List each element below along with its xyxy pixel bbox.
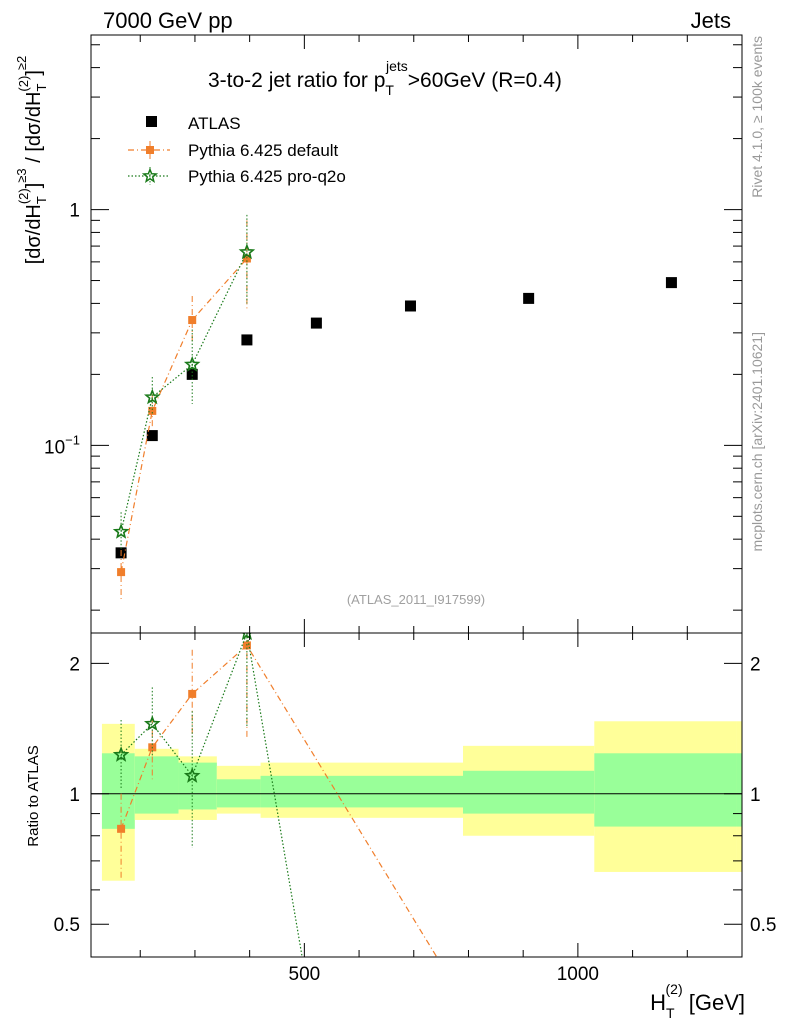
chart-title: 3-to-2 jet ratio for pTjets>60GeV (R=0.4… — [208, 58, 562, 98]
atlas-point-1 — [146, 430, 158, 442]
point-default-0 — [117, 568, 126, 577]
legend-item-default: Pythia 6.425 default — [128, 141, 339, 160]
point-default-3 — [242, 254, 251, 263]
title-sub: T — [385, 82, 394, 98]
point-default-1 — [148, 406, 157, 415]
point-pro-3 — [238, 243, 256, 260]
title-main: 3-to-2 jet ratio for p — [208, 69, 385, 92]
x-tick-label: 500 — [289, 964, 321, 985]
band-inner-4 — [260, 775, 463, 808]
atlas-point-7 — [665, 277, 677, 289]
uncertainty-bands — [91, 721, 742, 881]
band-inner-5 — [463, 770, 595, 814]
band-inner-7 — [736, 753, 742, 827]
ratio-point-default-2 — [188, 689, 197, 698]
point-pro-2 — [183, 355, 201, 372]
header-right: Jets — [691, 8, 731, 33]
x-tick-label: 1000 — [557, 964, 599, 985]
point-pro-0 — [112, 523, 130, 539]
y-tick-label: 10−1 — [44, 432, 80, 458]
legend: ATLAS Pythia 6.425 default Pythia 6.425 … — [128, 114, 346, 186]
series-line-pro — [120, 251, 248, 532]
legend-item-pro: Pythia 6.425 pro-q2o — [128, 167, 346, 186]
ratio-plot-frame — [90, 632, 743, 958]
y-tick-label: 1 — [69, 201, 80, 222]
side-text-rivet: Rivet 4.1.0, ≥ 100k events — [749, 36, 765, 198]
header-left: 7000 GeV pp — [103, 8, 233, 33]
legend-label-atlas: ATLAS — [188, 114, 241, 133]
point-default-2 — [188, 316, 197, 325]
band-inner-6 — [594, 753, 737, 827]
ratio-point-pro-2 — [183, 767, 201, 783]
series-line-default — [120, 258, 248, 573]
atlas-point-3 — [241, 334, 253, 346]
title-sup: jets — [385, 58, 408, 74]
ratio-tick-label-right: 0.5 — [750, 915, 776, 936]
ratio-tick-label-right: 1 — [750, 785, 761, 806]
ratio-tick-label-left: 0.5 — [54, 915, 80, 936]
ratio-point-pro-1 — [143, 715, 161, 731]
atlas-point-5 — [404, 300, 416, 312]
analysis-watermark: (ATLAS_2011_I917599) — [347, 592, 485, 607]
legend-star-icon — [141, 167, 159, 183]
title-rest: >60GeV (R=0.4) — [408, 69, 562, 92]
band-inner-0 — [101, 753, 135, 829]
side-text-mcplots: mcplots.cern.ch [arXiv:2401.10621] — [749, 332, 765, 551]
atlas-point-6 — [523, 292, 535, 304]
atlas-point-2 — [186, 368, 198, 380]
ratio-marks — [112, 633, 438, 957]
band-inner-1 — [134, 756, 179, 814]
point-pro-1 — [143, 388, 161, 405]
legend-label-pro: Pythia 6.425 pro-q2o — [188, 167, 346, 186]
atlas-point-4 — [310, 317, 322, 329]
main-marks — [112, 214, 677, 601]
ratio-point-pro-0 — [112, 746, 130, 762]
legend-item-atlas: ATLAS — [146, 114, 241, 133]
ratio-y-axis-label: Ratio to ATLAS — [25, 745, 42, 846]
axes-frames — [90, 34, 743, 958]
ratio-tick-label-left: 1 — [69, 785, 80, 806]
x-axis-label: HT(2) [GeV] — [650, 981, 745, 1021]
ratio-point-pro-3 — [241, 633, 252, 641]
axis-ticks: 500 1000 1 10−1 0.5 0.5 1 1 2 2 — [44, 35, 776, 985]
ratio-line-pro — [120, 633, 303, 957]
band-inner-2 — [178, 762, 217, 810]
ratio-tick-label-right: 2 — [750, 654, 761, 675]
y-axis-label: [dσ/dHT(2)]≥3 / [dσ/dHT(2)]≥2 — [14, 56, 49, 265]
legend-label-default: Pythia 6.425 default — [188, 141, 339, 160]
ratio-tick-label-left: 2 — [69, 654, 80, 675]
ratio-point-default-0 — [117, 824, 126, 833]
